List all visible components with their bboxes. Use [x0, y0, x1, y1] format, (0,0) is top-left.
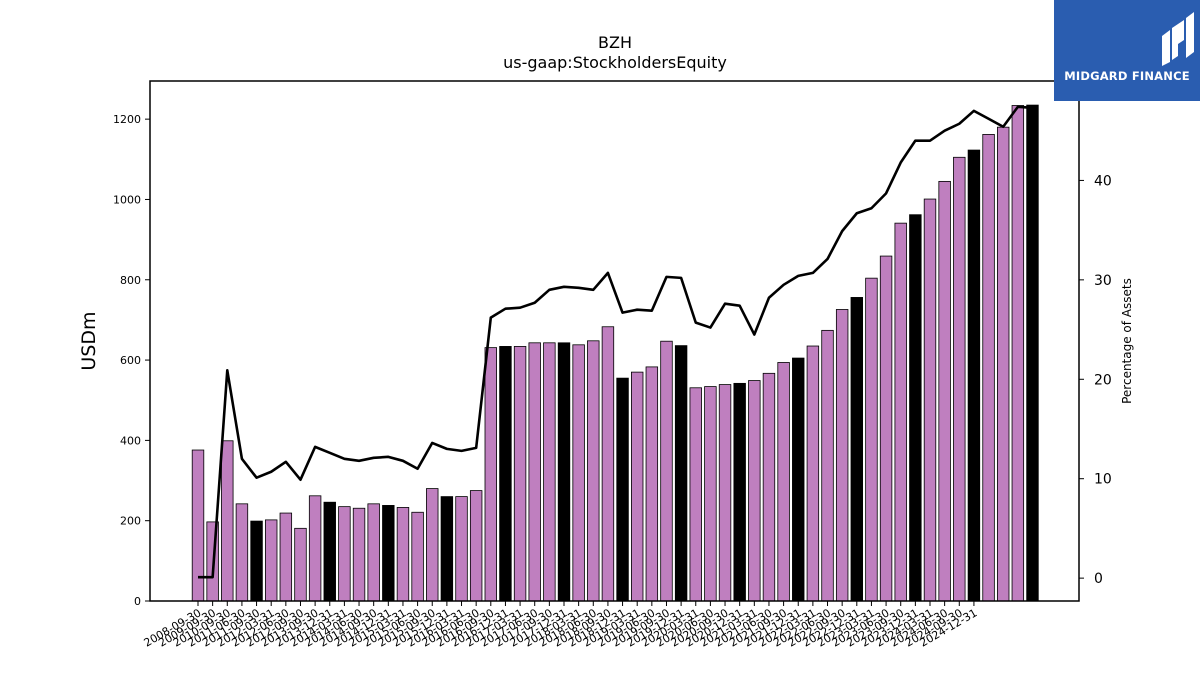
y-tick-label: 200 — [120, 515, 141, 528]
bar — [250, 520, 263, 602]
y2-tick-label: 40 — [1094, 173, 1112, 189]
bar — [879, 255, 893, 602]
y2-axis-label: Percentage of Assets — [1120, 278, 1134, 404]
bar — [513, 346, 527, 602]
bar — [660, 340, 673, 602]
bar — [396, 507, 410, 602]
y2-tick-label: 10 — [1094, 472, 1112, 488]
bar — [557, 342, 571, 602]
bar — [953, 156, 966, 602]
y-tick-label: 1200 — [113, 113, 141, 126]
bar — [323, 501, 336, 602]
bar — [894, 222, 907, 602]
bar — [235, 503, 249, 602]
bar — [850, 297, 864, 602]
bar-series — [191, 104, 1039, 602]
bar — [484, 347, 498, 602]
bar — [455, 496, 468, 602]
bar — [733, 382, 746, 602]
y-tick-label: 1000 — [113, 193, 141, 206]
bar — [411, 511, 424, 602]
y2-tick-label: 20 — [1094, 372, 1112, 388]
logo-text: MIDGARD FINANCE — [1064, 69, 1190, 83]
bar — [631, 371, 644, 602]
bar — [426, 488, 439, 602]
bar — [367, 503, 380, 602]
bar — [909, 214, 922, 602]
bar — [352, 507, 366, 602]
bar — [294, 527, 307, 602]
bar — [587, 340, 600, 602]
bar — [469, 490, 483, 602]
chart-subtitle: us-gaap:StockholdersEquity — [503, 53, 727, 72]
y-axis: 0 200 400 600 800 1000 1200 — [113, 113, 150, 608]
bar — [1026, 104, 1039, 602]
plot-frame — [149, 80, 1080, 602]
bar — [835, 309, 849, 602]
bar — [938, 180, 951, 602]
bar — [982, 134, 995, 602]
bar — [308, 495, 322, 602]
bar — [645, 366, 659, 602]
bar — [499, 346, 512, 602]
midgard-logo-icon — [1162, 12, 1194, 66]
y-tick-label: 0 — [134, 595, 141, 608]
bar — [689, 387, 702, 602]
bar — [616, 377, 629, 602]
bar — [792, 357, 805, 602]
bar — [762, 372, 776, 602]
bar — [704, 386, 717, 602]
bar — [572, 344, 585, 602]
bar — [440, 496, 454, 602]
bar — [1011, 105, 1025, 602]
percentage-line — [198, 105, 1033, 579]
bar — [967, 149, 981, 602]
bar — [674, 345, 688, 602]
y2-tick-label: 30 — [1094, 273, 1112, 289]
bar — [718, 384, 732, 602]
midgard-finance-logo: MIDGARD FINANCE — [1054, 0, 1200, 101]
y-tick-label: 400 — [120, 434, 141, 447]
y-axis-label: USDm — [78, 311, 100, 370]
x-axis: 2008-09-302009-09-302010-09-302011-06-30… — [142, 601, 979, 650]
bar — [923, 198, 937, 602]
bar — [338, 506, 351, 602]
bar — [821, 329, 834, 602]
y2-axis: 0 10 20 30 40 — [1079, 173, 1112, 587]
bar — [279, 512, 293, 602]
bar — [865, 277, 878, 602]
bar — [748, 380, 761, 602]
bar — [806, 345, 820, 602]
y-tick-label: 600 — [120, 354, 141, 367]
bar — [221, 440, 234, 602]
bar — [777, 362, 790, 602]
y2-tick-label: 0 — [1094, 571, 1103, 587]
bar — [543, 342, 556, 602]
chart-title: BZH — [598, 33, 632, 52]
bar — [528, 342, 541, 602]
line-series — [198, 105, 1033, 579]
bar — [997, 126, 1010, 602]
bar — [601, 326, 615, 602]
bar — [264, 519, 278, 602]
bar — [382, 505, 395, 602]
y-tick-label: 800 — [120, 274, 141, 287]
